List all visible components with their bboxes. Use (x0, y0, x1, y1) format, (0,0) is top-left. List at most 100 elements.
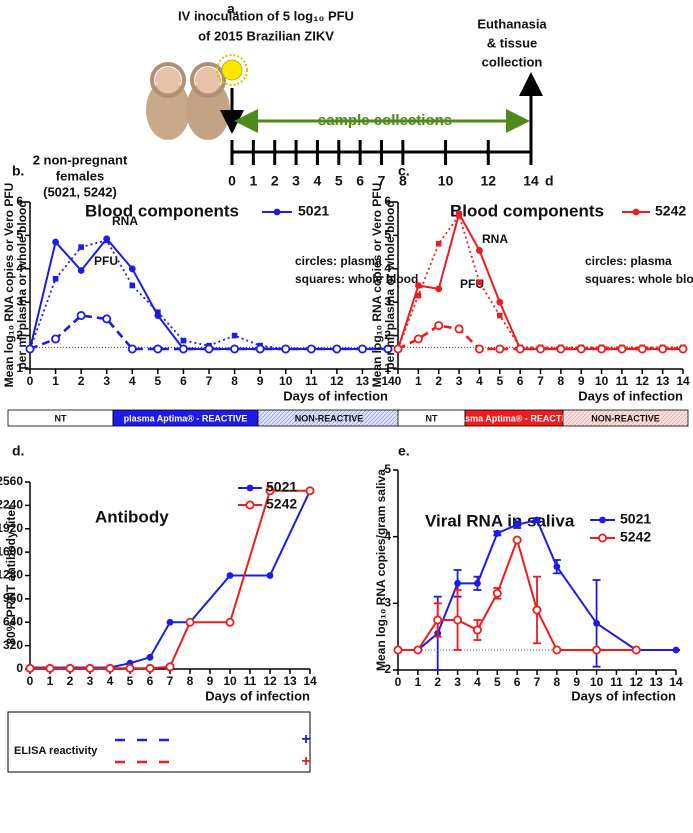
data-point (127, 344, 137, 354)
y-tick-label: 1920 (0, 521, 23, 535)
chart-title: Blood components (85, 201, 239, 220)
data-point (533, 516, 541, 524)
x-tick-label: 2 (435, 374, 442, 388)
annotation: PFU (94, 254, 118, 268)
x-tick-label: 14 (303, 674, 317, 688)
x-tick-label: 13 (656, 374, 670, 388)
data-point (180, 337, 187, 344)
x-tick-label: 1 (47, 674, 54, 688)
data-point (393, 645, 403, 655)
data-point (435, 240, 442, 247)
x-tick-label: 12 (636, 374, 650, 388)
x-tick-label: 9 (207, 674, 214, 688)
data-point (332, 344, 342, 354)
animals-text: (5021, 5242) (43, 184, 117, 199)
y-tick-label: 3 (16, 294, 23, 308)
data-point (255, 344, 265, 354)
annotation: RNA (482, 232, 508, 246)
chart-title: Viral RNA in saliva (425, 511, 575, 530)
data-point (103, 237, 110, 244)
x-tick-label: 4 (107, 674, 114, 688)
series-line (30, 489, 310, 670)
panel-label: e. (398, 443, 410, 459)
y-tick-label: 320 (3, 638, 23, 652)
data-point (592, 645, 602, 655)
day-label: 12 (480, 173, 496, 189)
status-segment (562, 409, 689, 427)
data-point (102, 314, 112, 324)
data-point (512, 535, 522, 545)
x-tick-label: 11 (616, 374, 629, 388)
x-tick-label: 8 (231, 374, 238, 388)
annotation: circles: plasma (295, 254, 382, 268)
data-point (78, 244, 84, 250)
data-point (637, 344, 647, 354)
data-point (513, 521, 521, 529)
y-tick-label: 640 (3, 614, 23, 628)
data-point (230, 344, 240, 354)
x-tick-label: 2 (67, 674, 74, 688)
data-point (532, 605, 542, 615)
x-tick-label: 12 (330, 374, 344, 388)
x-tick-label: 2 (434, 675, 441, 689)
day-label: 7 (378, 173, 386, 189)
y-tick-label: 1280 (0, 568, 23, 582)
data-point (496, 312, 503, 319)
x-tick-label: 5 (155, 374, 162, 388)
data-point (65, 663, 75, 673)
panel-label: d. (12, 443, 24, 459)
data-point (357, 344, 367, 354)
x-tick-label: 3 (456, 374, 463, 388)
x-tick-label: 3 (454, 675, 461, 689)
x-tick-label: 11 (610, 675, 623, 689)
y-tick-label: 1600 (0, 544, 23, 558)
data-point (597, 344, 607, 354)
x-tick-label: 8 (554, 675, 561, 689)
x-tick-label: 6 (147, 674, 154, 688)
status-label: NON-REACTIVE (591, 413, 660, 423)
x-tick-label: 9 (257, 374, 264, 388)
inoculation-text: IV inoculation of 5 log₁₀ PFU (178, 8, 354, 23)
data-point (45, 663, 55, 673)
data-point (51, 334, 61, 344)
data-point (125, 663, 135, 673)
animals-text: 2 non-pregnant (33, 152, 128, 167)
data-point (128, 265, 136, 273)
day-label: 14 (523, 173, 539, 189)
sun-icon (216, 54, 248, 86)
status-label: plasma Aptima® - REACTIVE (124, 413, 248, 423)
day-label: 8 (399, 173, 407, 189)
x-tick-label: 10 (595, 374, 609, 388)
elisa-label: ELISA reactivity (14, 745, 98, 757)
chart-title: Blood components (450, 201, 604, 220)
x-tick-label: 10 (590, 675, 604, 689)
data-point (281, 344, 291, 354)
legend-marker (632, 208, 640, 216)
monkeys (146, 62, 230, 140)
annotation: RNA (112, 214, 138, 228)
status-label: NON-REACTIVE (295, 413, 364, 423)
data-point (413, 645, 423, 655)
data-point (474, 344, 484, 354)
y-tick-label: 4 (384, 261, 391, 275)
y-tick-label: 2 (384, 662, 391, 676)
day-label: 10 (438, 173, 454, 189)
day-label: 4 (314, 173, 322, 189)
x-tick-label: 6 (514, 675, 521, 689)
data-point (231, 332, 238, 339)
data-point (393, 344, 403, 354)
series-line (398, 536, 637, 651)
x-tick-label: 13 (649, 675, 663, 689)
data-point (225, 617, 235, 627)
x-tick-label: 8 (187, 674, 194, 688)
x-tick-label: 11 (244, 674, 257, 688)
y-tick-label: 960 (3, 591, 23, 605)
data-point (472, 625, 482, 635)
elisa-result: + (301, 753, 310, 770)
x-tick-label: 14 (381, 374, 395, 388)
status-label: NT (55, 413, 67, 423)
x-axis-label: Days of infection (283, 388, 388, 403)
legend-label: 5242 (620, 529, 651, 545)
data-point (496, 298, 504, 306)
data-point (658, 344, 668, 354)
